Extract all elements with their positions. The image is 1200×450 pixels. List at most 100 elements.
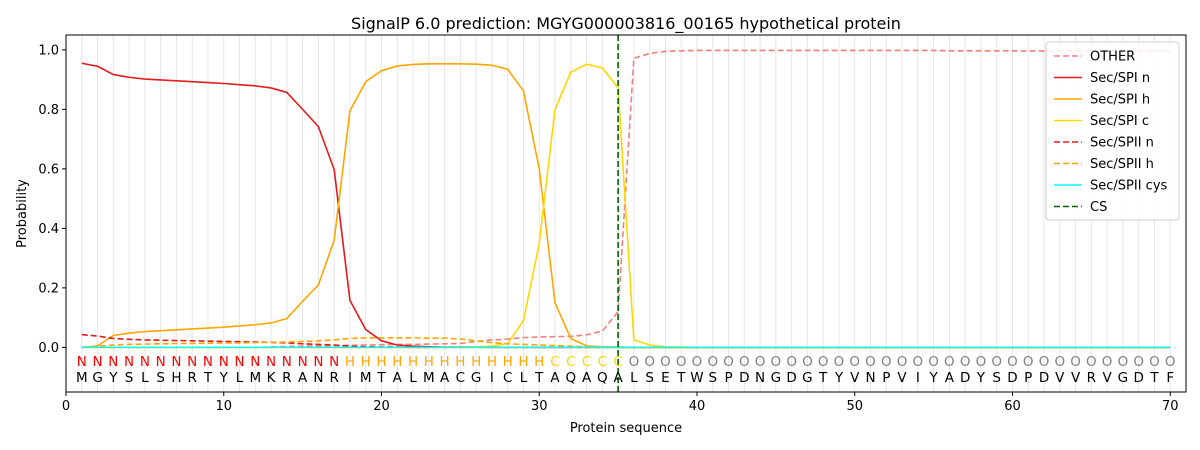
residue-letter: H — [171, 370, 181, 386]
residue-letter: L — [409, 370, 417, 386]
x-tick-label: 10 — [215, 399, 232, 414]
residue-letter: A — [440, 370, 450, 386]
residue-letter: T — [203, 370, 213, 386]
legend-entry: Sec/SPI n — [1090, 71, 1150, 86]
residue-letter: Y — [976, 370, 986, 386]
region-label: O — [960, 354, 971, 370]
residue-letter: C — [456, 370, 465, 386]
residue-letter: T — [818, 370, 828, 386]
residue-letter: Q — [565, 370, 576, 386]
plot-frame — [65, 34, 1187, 393]
residue-letter: Y — [834, 370, 844, 386]
x-ticks: 0 10 20 30 40 50 60 70 — [62, 392, 1179, 414]
region-label: N — [171, 354, 181, 370]
residue-letter: L — [520, 370, 528, 386]
x-tick-label: 20 — [373, 399, 390, 414]
region-label: N — [203, 354, 213, 370]
vertical-grid — [81, 35, 1171, 392]
y-tick-label: 0.2 — [38, 281, 59, 296]
region-label: N — [329, 354, 339, 370]
region-label: H — [392, 354, 402, 370]
region-label: O — [1054, 354, 1065, 370]
residue-letter: N — [865, 370, 875, 386]
region-label: C — [613, 354, 622, 370]
residue-letter: D — [960, 370, 970, 386]
region-label: H — [408, 354, 418, 370]
residue-letter: V — [897, 370, 907, 386]
residue-letter: I — [916, 370, 920, 386]
residue-letter: I — [348, 370, 352, 386]
region-label: N — [234, 354, 244, 370]
residue-letter: G — [802, 370, 812, 386]
residue-letter: R — [1087, 370, 1096, 386]
residue-letter: L — [236, 370, 244, 386]
residue-letter: M — [249, 370, 261, 386]
region-label: O — [707, 354, 718, 370]
residue-letter: S — [708, 370, 717, 386]
residue-letter: S — [156, 370, 165, 386]
residue-letter: G — [471, 370, 481, 386]
x-tick-label: 70 — [1162, 399, 1179, 414]
region-label: H — [503, 354, 513, 370]
region-label: O — [991, 354, 1002, 370]
residue-letter: T — [534, 370, 544, 386]
region-label: O — [1070, 354, 1081, 370]
residue-letter: M — [360, 370, 372, 386]
residue-letter: T — [1149, 370, 1159, 386]
sequence-layer: NMNGNYNSNLNSNHNRNTNYNLNMNKNRNANNNRHIHMHT… — [76, 354, 1176, 386]
residue-letter: D — [786, 370, 796, 386]
residue-letter: V — [1071, 370, 1081, 386]
y-tick-label: 0.4 — [38, 222, 59, 237]
legend-entry: Sec/SPI c — [1090, 114, 1149, 129]
chart-title: SignalP 6.0 prediction: MGYG000003816_00… — [351, 14, 901, 34]
residue-letter: R — [282, 370, 291, 386]
region-label: H — [471, 354, 481, 370]
residue-letter: A — [945, 370, 955, 386]
residue-letter: Y — [928, 370, 938, 386]
residue-letter: V — [1103, 370, 1113, 386]
region-label: H — [487, 354, 497, 370]
region-label: N — [156, 354, 166, 370]
x-axis-label: Protein sequence — [570, 421, 682, 436]
residue-letter: P — [1024, 370, 1032, 386]
region-label: O — [1039, 354, 1050, 370]
residue-letter: G — [771, 370, 781, 386]
region-label: C — [566, 354, 575, 370]
residue-letter: S — [645, 370, 654, 386]
residue-letter: F — [1166, 370, 1174, 386]
region-label: O — [1023, 354, 1034, 370]
region-label: N — [108, 354, 118, 370]
region-label: O — [629, 354, 640, 370]
residue-letter: M — [76, 370, 88, 386]
legend-entry: CS — [1090, 200, 1107, 215]
residue-letter: L — [141, 370, 149, 386]
x-tick-label: 30 — [531, 399, 548, 414]
series-line-sec-spi-c — [81, 63, 1171, 349]
residue-letter: K — [267, 370, 277, 386]
residue-letter: V — [1055, 370, 1065, 386]
residue-letter: Y — [219, 370, 229, 386]
region-label: O — [1149, 354, 1160, 370]
region-label: N — [92, 354, 102, 370]
residue-letter: P — [724, 370, 732, 386]
residue-letter: S — [992, 370, 1001, 386]
region-label: H — [455, 354, 465, 370]
region-label: N — [298, 354, 308, 370]
residue-letter: A — [613, 370, 623, 386]
region-label: O — [976, 354, 987, 370]
residue-letter: N — [313, 370, 323, 386]
region-label: O — [1165, 354, 1176, 370]
residue-letter: S — [125, 370, 134, 386]
residue-letter: G — [1118, 370, 1128, 386]
residue-letter: V — [850, 370, 860, 386]
residue-letter: A — [550, 370, 560, 386]
y-tick-label: 1.0 — [38, 43, 59, 58]
region-label: O — [1007, 354, 1018, 370]
residue-letter: Y — [108, 370, 118, 386]
region-label: N — [313, 354, 323, 370]
region-label: O — [944, 354, 955, 370]
region-label: O — [676, 354, 687, 370]
residue-letter: A — [298, 370, 308, 386]
region-label: O — [881, 354, 892, 370]
